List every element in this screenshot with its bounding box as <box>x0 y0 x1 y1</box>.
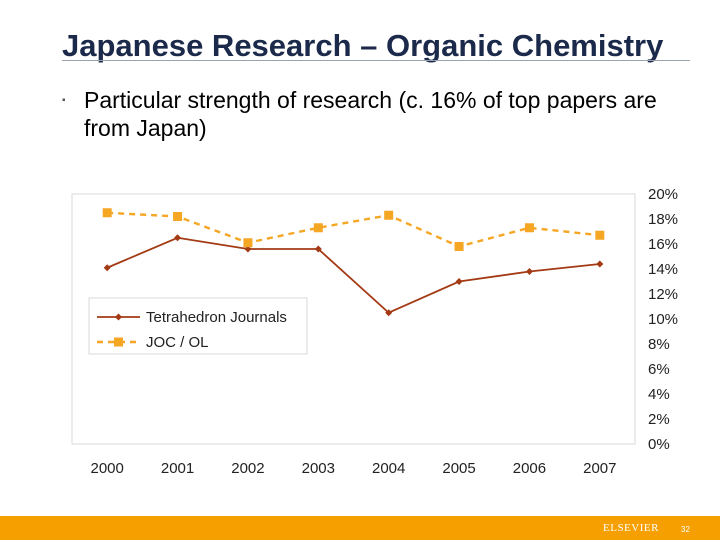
data-point-square <box>595 230 605 240</box>
data-point-diamond <box>103 264 111 272</box>
slide-title: Japanese Research – Organic Chemistry <box>62 28 664 63</box>
y-tick-label: 8% <box>648 336 670 353</box>
legend-marker-square <box>114 337 123 347</box>
y-tick-label: 20% <box>648 186 678 203</box>
x-tick-label: 2003 <box>302 460 335 477</box>
data-point-square <box>384 210 394 220</box>
data-point-square <box>173 212 183 221</box>
x-tick-label: 2000 <box>91 460 124 477</box>
data-point-square <box>313 223 323 233</box>
y-tick-label: 12% <box>648 286 678 303</box>
y-tick-label: 16% <box>648 236 678 253</box>
x-tick-label: 2005 <box>442 460 475 477</box>
y-tick-label: 0% <box>648 436 670 453</box>
x-tick-label: 2004 <box>372 460 405 477</box>
legend: Tetrahedron Journals JOC / OL <box>88 297 308 355</box>
y-tick-label: 4% <box>648 386 670 403</box>
y-tick-label: 14% <box>648 261 678 278</box>
data-point-diamond <box>596 260 604 268</box>
bullet-text: Particular strength of research (c. 16% … <box>84 87 657 141</box>
title-divider <box>62 60 690 61</box>
data-point-diamond <box>455 278 463 285</box>
legend-marker-diamond <box>115 313 122 321</box>
x-tick-label: 2002 <box>231 460 264 477</box>
data-point-diamond <box>525 268 533 275</box>
footer-bar <box>0 516 720 540</box>
publisher-logo-text: ELSEVIER <box>603 522 659 534</box>
data-point-square <box>524 223 534 233</box>
legend-label: Tetrahedron Journals <box>146 309 287 326</box>
legend-box <box>88 297 308 355</box>
legend-label: JOC / OL <box>146 334 209 351</box>
y-tick-label: 6% <box>648 361 670 378</box>
x-tick-label: 2001 <box>161 460 194 477</box>
data-point-square <box>102 208 112 218</box>
page-number: 32 <box>681 525 690 534</box>
data-point-diamond <box>314 245 322 253</box>
x-tick-label: 2007 <box>583 460 616 477</box>
line-chart: 0% 2% 4% 6% 8% 10% 12% 14% 16% 18% 20% 2000 2001 200… <box>71 186 678 477</box>
data-point-square <box>454 242 464 251</box>
x-tick-label: 2006 <box>513 460 546 477</box>
data-point-diamond <box>385 309 393 317</box>
data-point-diamond <box>174 234 182 242</box>
y-tick-label: 2% <box>648 411 670 428</box>
series-line-0 <box>106 236 600 314</box>
y-tick-label: 10% <box>648 311 678 328</box>
data-point-square <box>243 238 253 248</box>
series-line-1 <box>107 211 600 248</box>
y-tick-label: 18% <box>648 211 678 228</box>
bullet-marker: ▪ <box>62 95 66 106</box>
